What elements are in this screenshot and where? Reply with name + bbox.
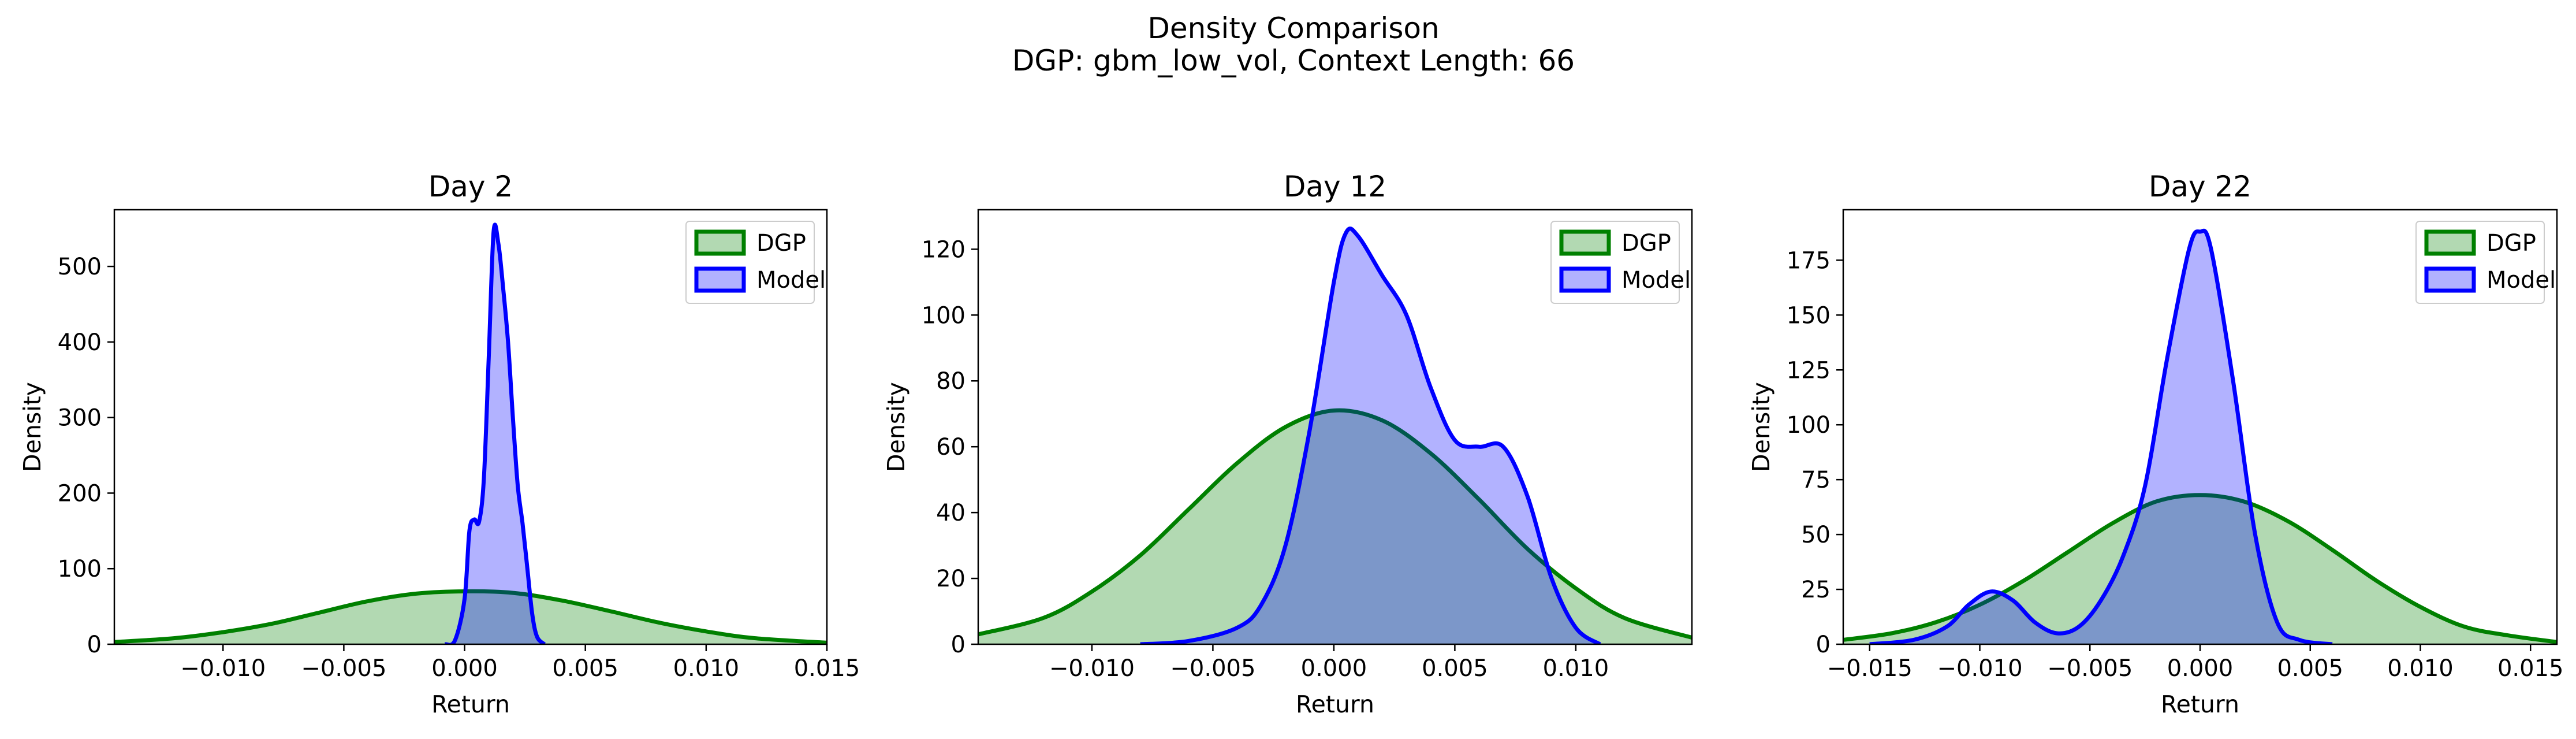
legend-swatch-dgp	[1559, 229, 1611, 256]
legend-box	[1550, 221, 1680, 304]
chart-panel-3: −0.015 −0.010 −0.005 0.000 0.005 0.010 0.015 0 2…	[1747, 170, 2563, 718]
y-tick-label: 400	[58, 329, 102, 356]
legend-label-model: Model	[756, 267, 826, 294]
axes-frame	[977, 209, 1693, 645]
axes-frame	[113, 209, 828, 645]
y-tick-label: 60	[936, 434, 965, 461]
density-fill-model	[1140, 228, 1600, 644]
legend-label-dgp: DGP	[2486, 230, 2536, 257]
x-tick-label: −0.010	[1049, 655, 1135, 682]
x-tick-label: 0.005	[2277, 655, 2343, 682]
legend-swatch-model	[694, 266, 746, 293]
y-tick-label: 0	[951, 632, 965, 658]
chart-panel-1: −0.010 −0.005 0.000 0.005 0.010 0.015 0 100 200 3…	[18, 170, 860, 718]
x-tick-label: 0.005	[552, 655, 618, 682]
y-axis-label: Density	[18, 382, 46, 472]
plot-area	[978, 226, 1692, 644]
x-tick-label: 0.000	[2167, 655, 2234, 682]
y-tick-label: 100	[1787, 412, 1831, 439]
y-tick-label: 100	[58, 556, 102, 582]
legend-swatch-model	[1559, 266, 1611, 293]
legend: DGP Model	[685, 221, 826, 304]
y-tick-label: 75	[1801, 467, 1831, 493]
y-tick-label: 175	[1787, 247, 1831, 274]
density-line-model	[1869, 228, 2333, 644]
x-tick-label: 0.010	[2387, 655, 2454, 682]
x-tick-label: −0.015	[1827, 655, 1913, 682]
legend-swatch-model	[2424, 266, 2476, 293]
y-tick-label: 40	[936, 500, 965, 526]
y-tick-label: 50	[1801, 522, 1831, 548]
legend-label-dgp: DGP	[1621, 230, 1671, 257]
x-tick-label: −0.005	[2047, 655, 2133, 682]
x-tick-label: 0.010	[1543, 655, 1609, 682]
x-tick-label: −0.010	[180, 655, 266, 682]
x-tick-label: 0.005	[1422, 655, 1488, 682]
x-axis-label: Return	[1296, 690, 1374, 718]
density-line-dgp	[978, 408, 1692, 640]
y-tick-label: 150	[1787, 302, 1831, 329]
chart-panel-2: −0.010 −0.005 0.000 0.005 0.010 0 20 40 60 80 100 1…	[882, 170, 1693, 718]
figure-title-line1: Density Comparison	[1147, 12, 1439, 45]
legend-swatch-dgp	[694, 229, 746, 256]
axes-title: Day 12	[1284, 170, 1386, 203]
density-fill-model	[1869, 231, 2332, 644]
x-axis-label: Return	[431, 690, 510, 718]
x-tick-label: −0.010	[1937, 655, 2023, 682]
x-tick-label: 0.015	[794, 655, 860, 682]
density-fill-dgp	[114, 591, 827, 644]
y-tick-label: 120	[922, 236, 965, 263]
x-tick-label: 0.000	[1301, 655, 1367, 682]
density-line-model	[444, 222, 546, 644]
x-tick-label: −0.005	[1170, 655, 1255, 682]
legend-label-model: Model	[2486, 267, 2556, 294]
plot-area	[114, 222, 827, 644]
density-line-dgp	[1843, 493, 2557, 644]
x-tick-label: 0.010	[673, 655, 740, 682]
axes-title: Day 22	[2149, 170, 2251, 203]
y-tick-label: 125	[1787, 357, 1831, 384]
plot-area	[1843, 228, 2557, 644]
legend-swatch-dgp	[2424, 229, 2476, 256]
y-tick-label: 200	[58, 480, 102, 507]
density-line-model	[1140, 226, 1601, 644]
density-fill-dgp	[978, 410, 1692, 644]
y-tick-label: 500	[58, 254, 102, 280]
x-tick-label: −0.005	[301, 655, 386, 682]
y-tick-label: 25	[1801, 577, 1831, 603]
legend-label-model: Model	[1621, 267, 1691, 294]
y-tick-label: 0	[87, 632, 102, 658]
legend-box	[685, 221, 815, 304]
x-tick-label: 0.000	[431, 655, 498, 682]
axes-title: Day 2	[428, 170, 513, 203]
y-tick-label: 100	[922, 302, 965, 329]
y-tick-label: 20	[936, 566, 965, 592]
y-tick-label: 0	[1816, 632, 1831, 658]
legend: DGP Model	[1550, 221, 1691, 304]
x-tick-label: 0.015	[2497, 655, 2564, 682]
y-tick-label: 300	[58, 405, 102, 432]
legend-label-dgp: DGP	[756, 230, 806, 257]
y-axis-label: Density	[882, 382, 910, 472]
figure-title-line2: DGP: gbm_low_vol, Context Length: 66	[1012, 44, 1575, 77]
legend: DGP Model	[2415, 221, 2556, 304]
y-tick-label: 80	[936, 368, 965, 395]
legend-box	[2415, 221, 2545, 304]
y-axis-label: Density	[1747, 382, 1775, 472]
x-axis-label: Return	[2161, 690, 2239, 718]
